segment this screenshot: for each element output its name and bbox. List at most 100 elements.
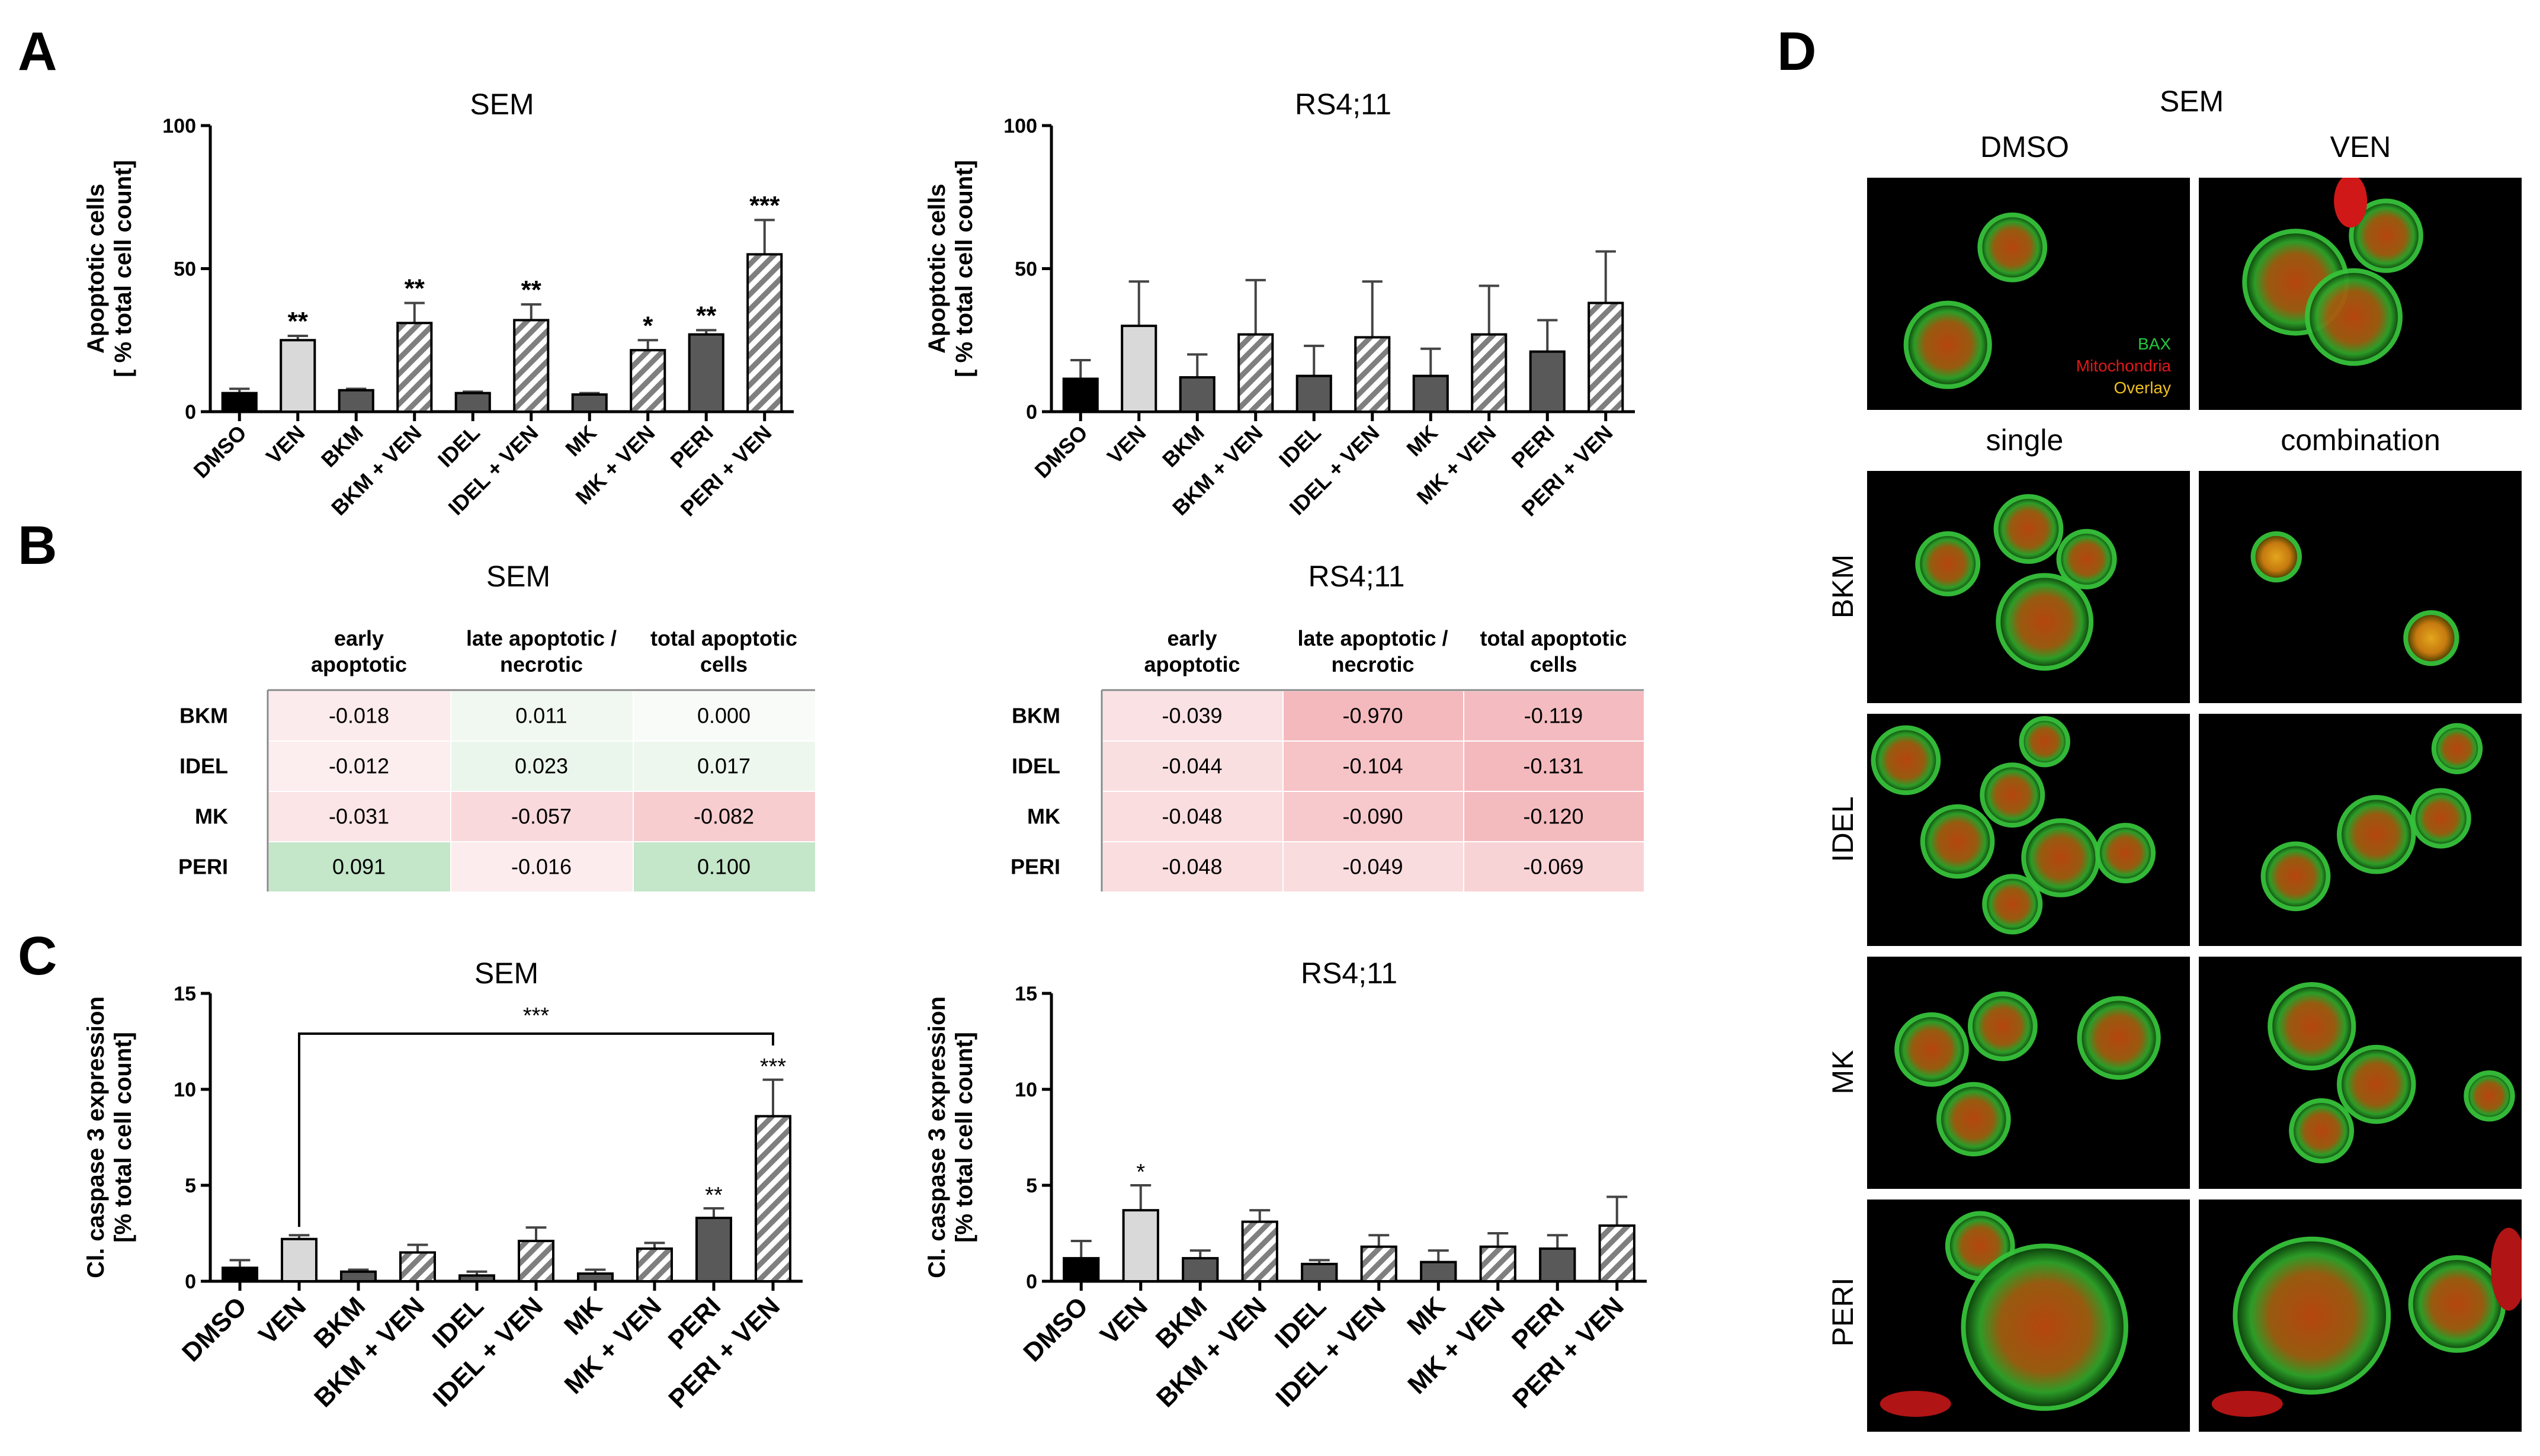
- y-tick-label: 10: [174, 1079, 196, 1101]
- category-label: PERI: [1506, 421, 1558, 473]
- bar: [221, 392, 258, 413]
- table-row-label: PERI: [1011, 855, 1060, 879]
- y-tick-label: 50: [1015, 258, 1037, 281]
- bar: [1063, 1257, 1100, 1283]
- bar: [396, 322, 433, 413]
- y-tick-label: 0: [185, 401, 196, 424]
- microscopy-image: [2199, 957, 2522, 1189]
- table-column-header: early apoptotic: [311, 626, 407, 676]
- category-label: VEN: [253, 1291, 312, 1350]
- table-cell-bg: [451, 842, 633, 891]
- bar: [222, 1266, 258, 1283]
- table-cell-bg: [1103, 742, 1282, 791]
- y-tick-label: 15: [174, 983, 196, 1005]
- y-tick-label: 0: [1026, 1271, 1037, 1293]
- microscopy-image: [2199, 471, 2522, 703]
- table-cell-bg: [1284, 842, 1463, 891]
- row-label-peri: PERI: [1826, 1278, 1859, 1347]
- table-column-header: late apoptotic / necrotic: [1297, 626, 1448, 676]
- table-cell-bg: [269, 792, 450, 841]
- table-cell-bg: [1103, 792, 1282, 841]
- table-column-header: early apoptotic: [1144, 626, 1240, 676]
- bar: [399, 1251, 436, 1282]
- col-label-combination: combination: [2281, 424, 2440, 457]
- y-tick-label: 5: [185, 1175, 196, 1197]
- microscopy-image: [1867, 957, 2190, 1189]
- chart-c-rs4: RS4;11 Cl. caspase 3 expression[% total c…: [924, 957, 1647, 1414]
- table-cell: -0.120: [1523, 804, 1583, 829]
- table-cell: -0.090: [1342, 804, 1403, 829]
- col-label-dmso: DMSO: [1980, 130, 2069, 163]
- table-cell: -0.018: [329, 704, 389, 728]
- bar: [454, 392, 491, 413]
- table-cell: -0.016: [511, 855, 572, 879]
- category-label: VEN: [1095, 1291, 1153, 1350]
- significance-label: **: [521, 275, 542, 304]
- y-tick-label: 15: [1015, 983, 1037, 1005]
- panel-d-title: SEM: [2160, 85, 2224, 118]
- table-cell-bg: [1284, 792, 1463, 841]
- y-axis-label: Cl. caspase 3 expression[% total cell co…: [83, 996, 136, 1278]
- significance-label: ***: [760, 1054, 787, 1079]
- bar: [755, 1115, 791, 1282]
- bar: [1539, 1247, 1576, 1282]
- bar: [513, 319, 550, 413]
- category-label: IDEL: [433, 421, 485, 472]
- legend-overlay: Overlay: [2114, 379, 2171, 397]
- table-cell-bg: [1103, 691, 1282, 740]
- table-row-label: IDEL: [1012, 754, 1060, 778]
- y-tick-label: 0: [185, 1271, 196, 1293]
- table-cell: -0.049: [1342, 855, 1403, 879]
- table-cell-bg: [1284, 691, 1463, 740]
- category-label: DMSO: [189, 421, 251, 483]
- table-row-label: PERI: [178, 855, 228, 879]
- table-cell-bg: [1464, 792, 1644, 841]
- table-cell: -0.031: [329, 804, 389, 829]
- bar: [577, 1272, 614, 1283]
- table-cell-bg: [269, 691, 450, 740]
- legend-bax: BAX: [2138, 335, 2171, 353]
- significance-label: ***: [749, 191, 780, 220]
- significance-bracket: [298, 1032, 774, 1227]
- chart-title: SEM: [470, 88, 534, 121]
- chart-title: RS4;11: [1295, 88, 1391, 121]
- bar: [1179, 376, 1216, 413]
- table-cell-bg: [1284, 742, 1463, 791]
- bar: [1420, 1261, 1457, 1283]
- table-cell: -0.044: [1162, 754, 1222, 778]
- microscopy-image: [1867, 471, 2190, 703]
- panel-label-a: A: [18, 21, 57, 82]
- category-label: DMSO: [177, 1291, 252, 1367]
- bracket-label: ***: [523, 1003, 550, 1028]
- table-b-sem: SEM early apoptotic late apoptotic / necroti…: [178, 560, 815, 891]
- bar: [280, 339, 316, 413]
- table-cell-bg: [634, 792, 815, 841]
- y-tick-label: 100: [1003, 115, 1037, 137]
- chart-c-sem: SEM Cl. caspase 3 expression[% total cell…: [83, 957, 803, 1414]
- bar: [1598, 1224, 1635, 1283]
- microscopy-image: [2199, 1200, 2522, 1432]
- table-row-label: BKM: [179, 704, 228, 728]
- table-cell: -0.039: [1162, 704, 1222, 728]
- bar: [1237, 333, 1274, 413]
- bar: [746, 253, 783, 413]
- bar: [518, 1239, 554, 1282]
- category-label: DMSO: [1030, 421, 1092, 483]
- table-cell: -0.069: [1523, 855, 1583, 879]
- bar: [695, 1217, 732, 1283]
- table-cell: -0.048: [1162, 804, 1222, 829]
- bar: [1412, 374, 1449, 413]
- y-axis-label: Cl. caspase 3 expression[% total cell co…: [924, 996, 977, 1278]
- category-label: MK: [1402, 1291, 1451, 1340]
- bar: [571, 393, 608, 413]
- legend-mitochondria: Mitochondria: [2076, 357, 2172, 375]
- bar: [1301, 1262, 1338, 1283]
- table-cell: -0.104: [1342, 754, 1403, 778]
- table-row-label: IDEL: [179, 754, 228, 778]
- panel-label-b: B: [18, 515, 57, 576]
- table-row-label: MK: [1027, 804, 1060, 829]
- y-tick-label: 100: [162, 115, 196, 137]
- category-label: MK: [1402, 421, 1442, 461]
- table-title: RS4;11: [1308, 560, 1404, 593]
- significance-label: **: [288, 307, 309, 336]
